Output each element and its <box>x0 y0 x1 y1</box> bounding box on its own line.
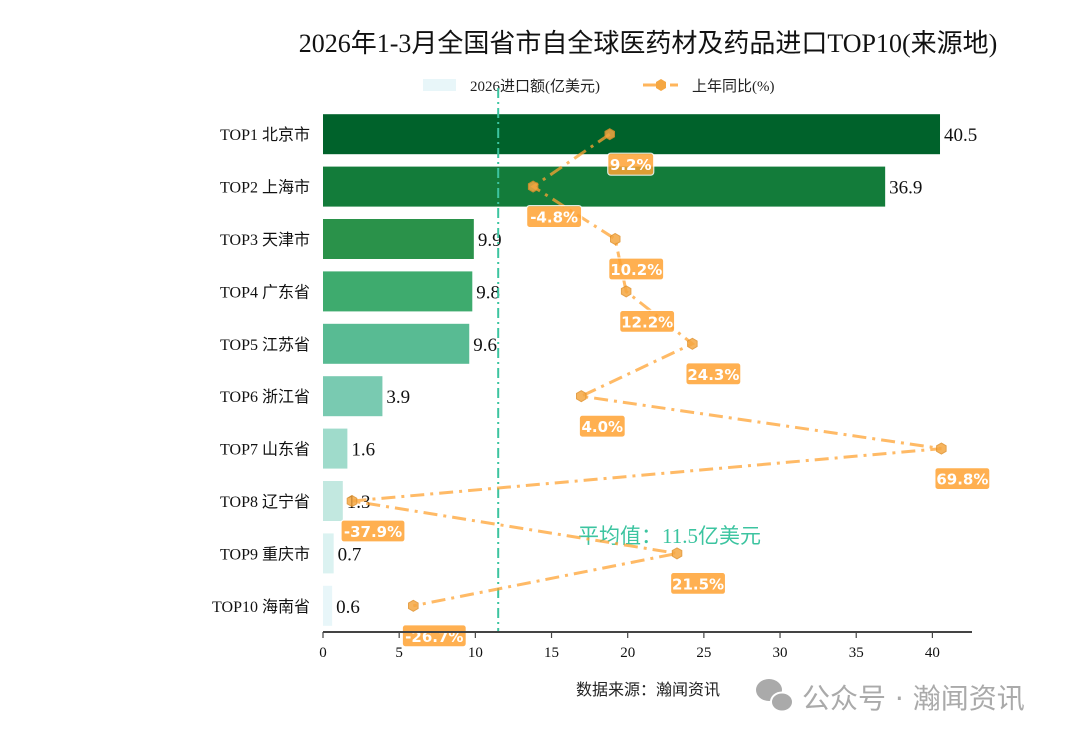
yoy-label-box <box>340 519 406 543</box>
bar-value-label: 36.9 <box>889 178 922 199</box>
yoy-marker <box>671 547 683 560</box>
yoy-marker <box>408 599 419 612</box>
legend-line-label: 上年同比(%) <box>692 78 775 95</box>
yoy-label-box <box>578 414 626 438</box>
yoy-label: 24.3% <box>687 366 739 384</box>
yoy-marker <box>620 285 632 298</box>
category-label: TOP8 辽宁省 <box>220 493 310 511</box>
yoy-marker <box>604 128 615 141</box>
bar <box>323 481 343 521</box>
watermark-text: 公众号 · 瀚闻资讯 <box>802 682 1025 715</box>
yoy-label-box <box>526 205 583 229</box>
yoy-label: -37.9% <box>344 523 402 541</box>
category-label: TOP9 重庆市 <box>220 545 310 563</box>
legend-line-marker <box>656 79 666 91</box>
x-tick-label: 10 <box>468 645 483 661</box>
x-tick-label: 25 <box>696 645 711 661</box>
category-label: TOP7 山东省 <box>220 441 310 459</box>
yoy-marker <box>936 442 947 455</box>
legend: 2026进口额(亿美元) 上年同比(%) <box>423 78 775 95</box>
yoy-marker <box>527 180 539 193</box>
yoy-label-box <box>619 309 676 333</box>
yoy-marker <box>687 337 698 350</box>
bar <box>323 271 473 312</box>
yoy-marker <box>346 494 358 508</box>
x-tick-label: 5 <box>395 645 403 661</box>
bar-value-label: 0.7 <box>338 544 362 565</box>
bar <box>323 585 333 626</box>
x-tick-label: 15 <box>544 645 559 661</box>
yoy-line <box>351 132 942 608</box>
bar <box>323 533 334 574</box>
legend-bar-swatch <box>423 79 456 91</box>
yoy-label: 4.0% <box>581 418 623 436</box>
yoy-label: -26.7% <box>405 628 463 646</box>
yoy-label: 10.2% <box>610 261 662 279</box>
x-tick-label: 0 <box>319 645 327 661</box>
bar-value-label: 3.9 <box>386 387 410 408</box>
yoy-label-box <box>608 257 665 281</box>
category-label: TOP1 北京市 <box>220 126 310 144</box>
wechat-watermark: 公众号 · 瀚闻资讯 <box>756 679 1025 715</box>
yoy-label-box <box>685 362 742 386</box>
bar <box>323 114 941 155</box>
yoy-marker <box>576 390 587 403</box>
bar-value-label: 9.9 <box>478 230 502 251</box>
x-tick-label: 35 <box>849 645 864 661</box>
bar-value-label: 9.8 <box>476 282 500 303</box>
category-label: TOP6 浙江省 <box>220 388 310 406</box>
yoy-label: -4.8% <box>530 209 578 227</box>
wechat-icon <box>756 679 794 713</box>
category-label: TOP2 上海市 <box>220 179 310 197</box>
x-tick-label: 40 <box>925 645 940 661</box>
yoy-marker <box>610 232 621 246</box>
x-tick-label: 30 <box>773 645 788 661</box>
bar <box>323 428 348 469</box>
yoy-label-box <box>934 467 991 491</box>
bar <box>323 376 383 417</box>
average-label: 平均值：11.5亿美元 <box>578 524 761 548</box>
bar-value-label: 0.6 <box>336 597 360 618</box>
x-tick-label: 20 <box>620 645 635 661</box>
yoy-label: 21.5% <box>672 575 724 593</box>
yoy-label-box <box>607 152 655 176</box>
category-label: TOP10 海南省 <box>212 598 310 616</box>
category-label: TOP5 江苏省 <box>220 336 310 354</box>
legend-bar-label: 2026进口额(亿美元) <box>470 78 600 95</box>
yoy-label: 12.2% <box>621 313 673 331</box>
yoy-label-box <box>669 571 727 596</box>
source-note: 数据来源：瀚闻资讯 <box>576 681 720 699</box>
bar-value-label: 1.6 <box>351 440 375 461</box>
category-label: TOP3 天津市 <box>220 231 310 249</box>
bar <box>323 323 470 364</box>
bar <box>323 166 886 207</box>
bar-value-label: 9.6 <box>473 335 497 356</box>
yoy-label: 9.2% <box>610 156 652 174</box>
category-label: TOP4 广东省 <box>220 283 310 301</box>
bar <box>323 219 474 259</box>
bar-value-label: 40.5 <box>944 125 977 146</box>
yoy-label-box <box>401 624 467 648</box>
chart-title: 2026年1-3月全国省市自全球医药材及药品进口TOP10(来源地) <box>299 29 998 58</box>
yoy-label: 69.8% <box>936 471 988 489</box>
